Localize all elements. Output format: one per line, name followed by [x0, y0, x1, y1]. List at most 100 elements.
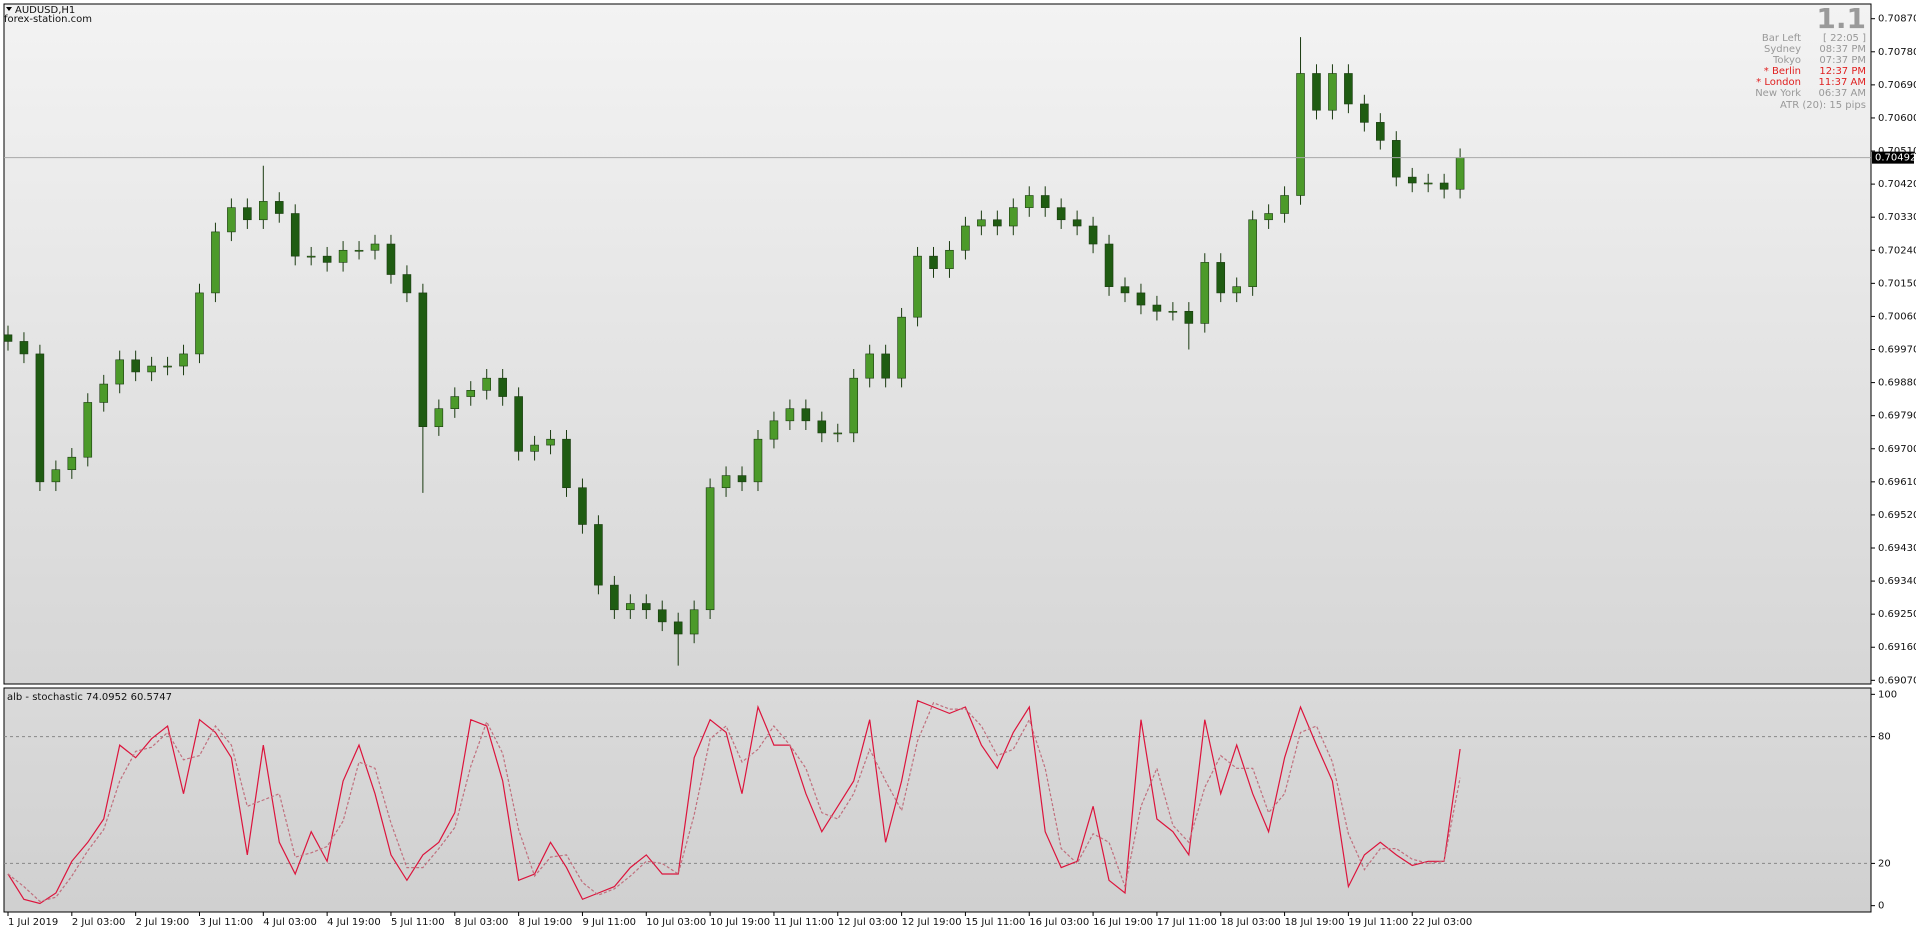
candle-body — [322, 255, 332, 263]
y-tick-label: 0.69610 — [1878, 477, 1916, 488]
candle-body — [163, 365, 172, 368]
indicator-main-value: 74.0952 — [86, 692, 127, 703]
info-label: * Berlin — [1764, 66, 1801, 77]
candle-body — [338, 249, 348, 263]
candle-body — [243, 207, 252, 221]
candle-body — [147, 365, 156, 373]
candle-body — [195, 292, 204, 355]
candle-body — [977, 219, 986, 227]
x-tick-label: 18 Jul 03:00 — [1221, 917, 1281, 928]
indicator-line — [7, 699, 1461, 905]
candle-body — [578, 487, 587, 525]
info-value: 11:37 AM — [1819, 77, 1866, 88]
candle-body — [785, 408, 795, 422]
candle-body — [19, 341, 29, 355]
candle-body — [1439, 182, 1449, 190]
info-value: 06:37 AM — [1819, 88, 1866, 99]
x-tick-label: 2 Jul 19:00 — [136, 917, 190, 928]
candle-body — [482, 377, 491, 391]
x-tick-label: 11 Jul 11:00 — [774, 917, 834, 928]
info-label: Tokyo — [1772, 55, 1801, 66]
y-tick-label: 0.69430 — [1878, 543, 1916, 554]
candle-body — [1360, 103, 1369, 123]
candle-body — [386, 243, 396, 275]
candle-body — [354, 249, 364, 252]
candle-body — [1056, 207, 1066, 221]
y-tick-label: 0 — [1878, 901, 1884, 912]
candle-body — [562, 438, 571, 489]
candle-body — [769, 420, 779, 440]
current-price-label: 0.70492 — [1875, 153, 1916, 164]
candle-body — [833, 432, 843, 435]
x-tick-label: 10 Jul 19:00 — [710, 917, 770, 928]
candle-body — [626, 603, 635, 611]
candle-body — [705, 487, 715, 611]
candle-body — [737, 475, 747, 483]
x-tick-label: 12 Jul 19:00 — [902, 917, 962, 928]
candle-body — [961, 225, 970, 251]
y-tick-label: 0.70780 — [1878, 47, 1916, 58]
x-tick-label: 16 Jul 19:00 — [1093, 917, 1153, 928]
candle-body — [131, 359, 140, 373]
x-tick-label: 22 Jul 03:00 — [1412, 917, 1472, 928]
main-panel — [3, 3, 1872, 685]
candle-body — [83, 402, 93, 458]
candle-body — [306, 255, 316, 258]
candle-body — [657, 609, 667, 623]
y-tick-label: 0.69880 — [1878, 378, 1916, 389]
candle-body — [1328, 73, 1337, 111]
indicator-panel — [3, 687, 1872, 913]
x-tick-label: 8 Jul 03:00 — [455, 917, 509, 928]
x-tick-label: 4 Jul 19:00 — [327, 917, 381, 928]
x-tick-label: 4 Jul 03:00 — [263, 917, 317, 928]
symbol-title: AUDUSD,H1 — [15, 5, 75, 16]
candle-body — [1168, 310, 1178, 313]
candle-body — [1296, 73, 1305, 196]
candle-body — [1104, 243, 1114, 287]
y-tick-label: 0.70510 — [1878, 146, 1916, 157]
info-value: 07:37 PM — [1819, 55, 1866, 66]
candle-body — [51, 469, 61, 483]
candle-body — [1184, 310, 1194, 324]
candle-body — [450, 396, 460, 409]
candle-body — [993, 219, 1002, 227]
info-label: New York — [1755, 88, 1801, 99]
info-label: Bar Left — [1762, 33, 1801, 44]
candle-body — [945, 249, 954, 269]
x-tick-label: 19 Jul 11:00 — [1348, 917, 1408, 928]
y-tick-label: 0.69700 — [1878, 444, 1916, 455]
y-tick-label: 0.70240 — [1878, 245, 1916, 256]
candle-body — [546, 438, 555, 446]
candle-body — [211, 231, 220, 294]
candle-body — [1423, 182, 1433, 185]
candle-body — [610, 584, 619, 611]
candle-body — [849, 377, 859, 434]
candle-body — [35, 353, 45, 483]
indicator-signal-value: 60.5747 — [131, 692, 172, 703]
candle-body — [99, 383, 109, 403]
indicator-name: alb - stochastic — [7, 692, 83, 703]
x-tick-label: 3 Jul 11:00 — [199, 917, 253, 928]
y-tick-label: 0.70690 — [1878, 80, 1916, 91]
y-tick-label: 0.69340 — [1878, 576, 1916, 587]
candle-body — [929, 255, 938, 269]
candle-body — [1407, 176, 1417, 184]
y-tick-label: 0.69070 — [1878, 675, 1916, 686]
symbol-menu-arrow[interactable] — [6, 7, 12, 11]
candle-body — [259, 201, 268, 221]
x-tick-label: 1 Jul 2019 — [8, 917, 58, 928]
indicator-label: alb - stochastic 74.0952 60.5747 — [7, 692, 172, 703]
y-tick-label: 0.70600 — [1878, 113, 1916, 124]
candle-body — [1344, 73, 1353, 105]
source-site: forex-station.com — [4, 14, 92, 25]
candle-body — [1072, 219, 1082, 227]
x-tick-label: 8 Jul 19:00 — [519, 917, 573, 928]
candle-body — [3, 334, 13, 342]
y-tick-label: 0.70150 — [1878, 278, 1916, 289]
y-tick-label: 100 — [1878, 689, 1897, 700]
info-label: Sydney — [1764, 44, 1801, 55]
candle-body — [817, 420, 827, 434]
y-tick-label: 0.69250 — [1878, 609, 1916, 620]
candle-body — [1088, 225, 1098, 245]
